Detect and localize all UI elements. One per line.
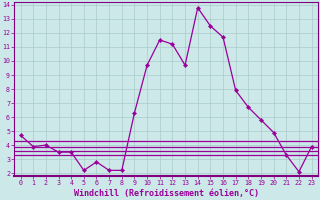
X-axis label: Windchill (Refroidissement éolien,°C): Windchill (Refroidissement éolien,°C) — [74, 189, 259, 198]
